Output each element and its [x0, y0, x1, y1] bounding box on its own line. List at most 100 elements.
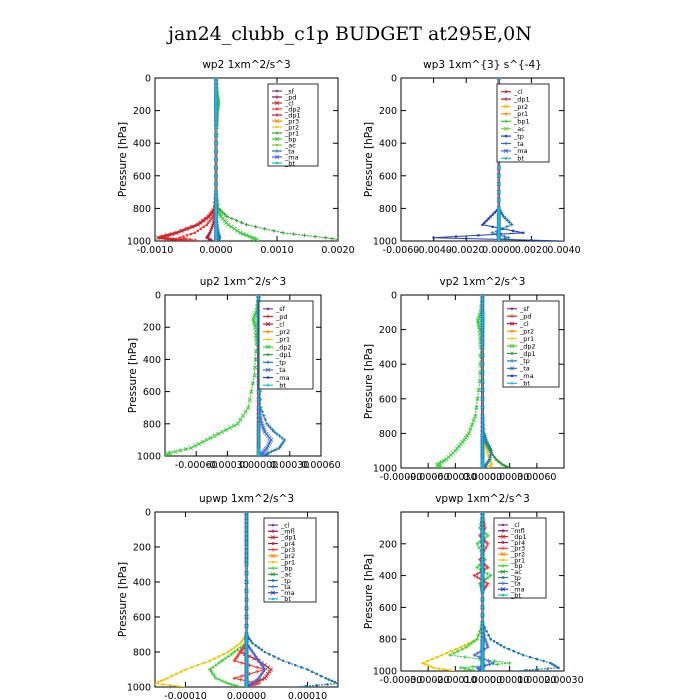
x-tick-label: 0.0020: [515, 245, 548, 256]
series-group: [421, 512, 561, 671]
y-tick-label: 800: [133, 648, 151, 659]
legend-label: _pd: [519, 312, 532, 320]
legend: _cl_mfl_dp1_pr4_pr3_pr2_pr1_bp_ac_tp_ta_…: [263, 517, 317, 603]
legend-label: _ac: [284, 141, 296, 149]
y-tick-label: 600: [379, 394, 397, 405]
x-tick-label: -0.00030: [434, 472, 477, 483]
budget-panel: vpwp 1xm^2/s^3 Pressure [hPa] 200 400 600 800…: [363, 493, 584, 686]
legend-label: _dp2: [519, 342, 536, 350]
legend-label: _sf: [275, 305, 286, 313]
series-line: [436, 295, 484, 468]
y-tick-label: 800: [133, 204, 151, 215]
y-tick-label: 400: [133, 139, 151, 150]
legend-label: _ma: [280, 589, 295, 597]
legend-label: _ma: [275, 374, 290, 382]
legend-label: _pr1: [513, 110, 528, 118]
y-tick-label: 1000: [373, 464, 397, 475]
y-tick-label: 600: [143, 387, 161, 398]
x-tick-label: 0.00000: [463, 472, 502, 483]
y-tick-label: 600: [379, 603, 397, 614]
legend-label: _pr3: [510, 545, 525, 553]
legend-label: _tp: [280, 577, 291, 585]
y-tick-label: 800: [379, 635, 397, 646]
legend-label: _pr1: [280, 558, 295, 566]
y-tick-label: 600: [379, 171, 397, 182]
series-markers: [155, 78, 219, 241]
y-tick-label: 1000: [373, 237, 397, 248]
legend-label: _pr2: [519, 327, 534, 335]
plot-frame: [164, 294, 322, 457]
legend-label: _tp: [510, 574, 521, 582]
y-tick-label: 0: [155, 291, 161, 302]
legend-label: _cl: [519, 320, 529, 328]
legend-label: _bt: [284, 159, 295, 167]
series-group: [155, 78, 338, 241]
legend: _cl_mfl_dp1_pr4_pr3_pr2_pr1_bp_ac_tp_ta_…: [493, 517, 547, 599]
legend-label: _pr4: [510, 539, 525, 547]
x-tick-label: 0.0040: [547, 245, 580, 256]
legend-label: _ta: [284, 147, 295, 155]
x-tick-label: 0.0000: [199, 245, 232, 256]
y-tick-label: 0: [145, 74, 151, 85]
x-tick-label: -0.0040: [415, 245, 452, 256]
legend-label: _pr2: [284, 123, 299, 131]
series-markers: [481, 512, 484, 671]
budget-panel: vp2 1xm^2/s^3 Pressure [hPa] 0 200 400 600 800…: [363, 276, 565, 483]
series-line: [165, 295, 260, 456]
legend-label: _bp: [510, 562, 523, 570]
x-tick-label: -0.00020: [407, 675, 450, 686]
y-tick-label: 600: [133, 171, 151, 182]
legend-label: _pr3: [280, 546, 295, 554]
y-tick-label: 200: [133, 543, 151, 554]
legend: _sf_pd_cl_pr2_pr1_dp2_dp1_tp_ta_ma_bt: [258, 300, 314, 389]
legend-label: _ta: [519, 365, 530, 373]
series-line: [215, 78, 259, 241]
y-tick-label: 800: [143, 419, 161, 430]
legend: _sf_pd_cl_dp2_dp1_pr3_pr2_pr1_bp_ac_ta_m…: [267, 83, 319, 167]
legend: _cl_dp1_pr2_pr1_bp1_ac_tp_ta_ma_bt: [496, 83, 550, 163]
x-tick-label: 0.00020: [517, 675, 556, 686]
series-line: [209, 512, 248, 687]
y-tick-label: 200: [143, 323, 161, 334]
series-markers: [421, 512, 484, 671]
legend-label: _ma: [519, 372, 534, 380]
legend-label: _cl: [510, 521, 520, 529]
y-tick-label: 800: [379, 204, 397, 215]
legend-label: _cl: [275, 320, 285, 328]
legend-label: _pr2: [513, 103, 528, 111]
panel-title: up2 1xm^2/s^3: [200, 276, 286, 288]
legend-label: _pr2: [280, 552, 295, 560]
x-tick-label: 0.00010: [490, 675, 529, 686]
legend-label: _ta: [510, 580, 521, 588]
x-tick-label: -0.00060: [407, 472, 450, 483]
legend: _sf_pd_cl_pr2_pr1_dp2_dp1_tp_ta_ma_bt: [502, 300, 560, 388]
series-markers: [245, 512, 248, 687]
x-tick-label: -0.0010: [137, 245, 174, 256]
x-tick-label: 0.00060: [517, 472, 556, 483]
series-group: [435, 295, 510, 468]
panel-title: vpwp 1xm^2/s^3: [435, 493, 530, 505]
x-tick-label: 0.00030: [490, 472, 529, 483]
legend-label: _ta: [280, 583, 291, 591]
legend-label: _bt: [510, 591, 521, 599]
x-tick-label: 0.00000: [463, 675, 502, 686]
legend-label: _dp1: [510, 533, 527, 541]
y-tick-label: 1000: [127, 237, 151, 248]
series-markers: [213, 78, 260, 241]
plot-frame: [400, 77, 565, 242]
series-group: [155, 512, 338, 687]
y-tick-label: 0: [145, 508, 151, 519]
legend-label: _pr1: [284, 129, 299, 137]
y-tick-label: 400: [379, 571, 397, 582]
legend-label: _pr1: [275, 336, 290, 344]
y-tick-label: 0: [391, 291, 397, 302]
y-tick-label: 1000: [127, 683, 151, 694]
legend-label: _ma: [510, 586, 525, 594]
legend-label: _pr3: [284, 117, 299, 125]
legend-label: _pr1: [519, 335, 534, 343]
legend-label: _ta: [513, 140, 524, 148]
x-tick-label: 0.00030: [544, 675, 583, 686]
y-tick-label: 400: [143, 355, 161, 366]
y-axis-label: Pressure [hPa]: [127, 338, 139, 413]
x-tick-label: -0.00030: [206, 460, 249, 471]
